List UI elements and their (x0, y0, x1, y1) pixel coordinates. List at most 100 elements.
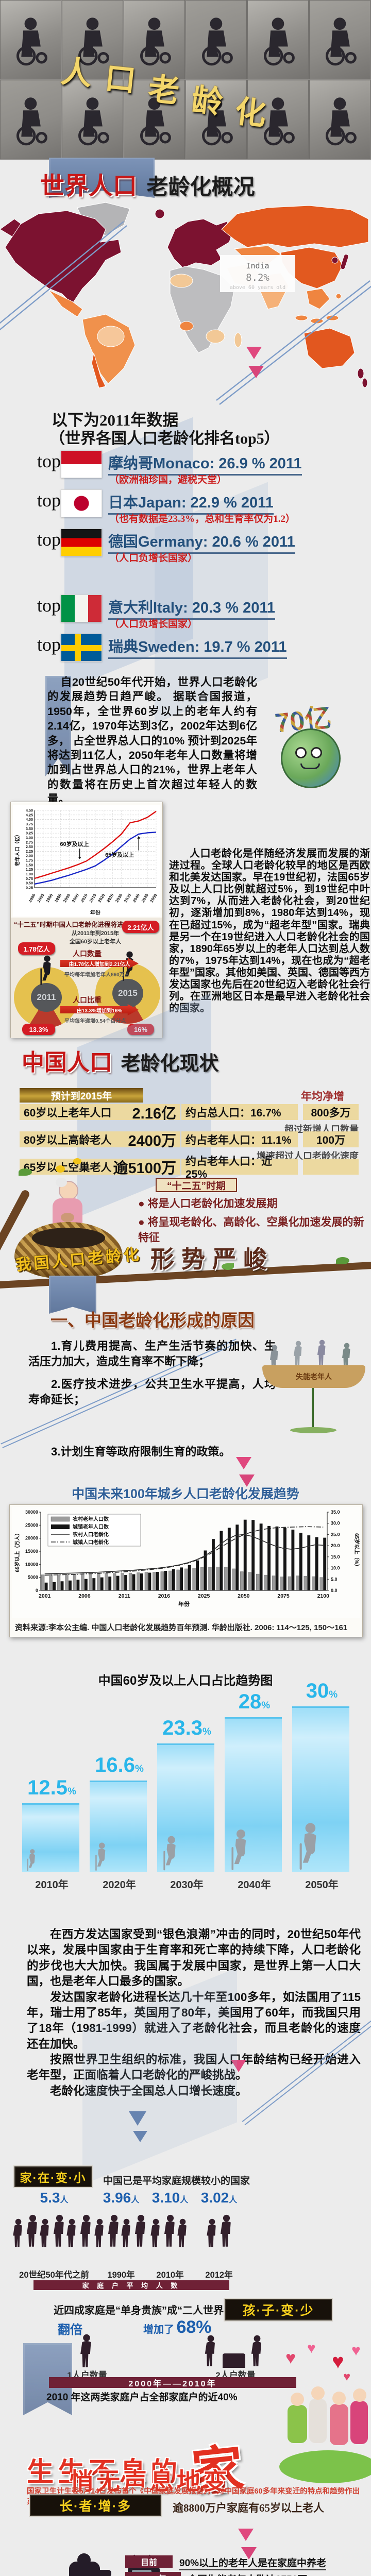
pct-2015: 16% (127, 1024, 154, 1035)
svg-text:65岁以上（万人）: 65岁以上（万人） (14, 1530, 21, 1572)
svg-text:城镇老年人口数: 城镇老年人口数 (73, 1523, 109, 1530)
elderly-photo (0, 80, 61, 159)
leaf-icon (19, 1168, 32, 1176)
svg-text:India: India (246, 261, 269, 270)
map-callout-india: India 8.2% above 60 years old (220, 255, 295, 292)
italy-flag-icon (61, 595, 102, 622)
disabled-elderly-boat-cartoon: 失能老年人 (260, 1335, 368, 1444)
svg-text:4.25: 4.25 (26, 812, 33, 817)
svg-text:2011: 2011 (119, 1593, 130, 1599)
svg-text:城镇人口老龄化: 城镇人口老龄化 (73, 1539, 109, 1546)
svg-text:3.50: 3.50 (26, 826, 33, 831)
share60-year-label: 2040年 (238, 1879, 271, 1891)
stat-row-share: 约占老年人口：近25% (181, 1156, 298, 1180)
share60-year-label: 2030年 (170, 1879, 204, 1891)
elders-text: 90%以上的老年人是在家庭中养老 (179, 2555, 327, 2570)
country-note: （也有数据是23.3%，总和生育率仅为1.2） (109, 514, 296, 524)
family-member-icon (38, 2218, 53, 2248)
svg-text:65岁以上（%）: 65岁以上（%） (353, 1533, 360, 1569)
svg-text:0.25: 0.25 (26, 886, 33, 890)
svg-text:年份: 年份 (90, 909, 101, 916)
svg-text:3.25: 3.25 (26, 831, 33, 836)
family-avg-bar: 家 庭 户 平 均 人 数 (33, 2280, 229, 2290)
svg-text:25.0: 25.0 (331, 1532, 340, 1537)
hero-photo-collage (0, 0, 371, 160)
germany-flag-icon (61, 529, 102, 556)
share60-year-label: 2010年 (35, 1879, 69, 1891)
share60-value-label: 28% (238, 1690, 271, 1714)
family-member-icon (148, 2218, 163, 2248)
svg-text:15.0: 15.0 (331, 1554, 340, 1560)
poster-title: “十二五”时期中国人口老龄化进程将进一步加快 (14, 921, 149, 928)
poster-row2-note: 平均每年递增0.54个百分点 (64, 1019, 126, 1024)
share60-value-label: 30% (306, 1680, 338, 1702)
svg-text:2006: 2006 (78, 1593, 91, 1599)
elderly-photo (247, 80, 309, 159)
svg-text:老年人口（亿）: 老年人口（亿） (14, 832, 21, 867)
world-title-black: 老龄化概况 (146, 176, 255, 199)
family-size-value: 5.3人 (40, 2190, 69, 2206)
dev-paragraph-2: 发达国家老龄化进程长达几十年至100多年，如法国用了115年，瑞士用了85年，英… (27, 1990, 361, 2050)
svg-text:0.75: 0.75 (26, 876, 33, 881)
children-period-bar: 2000年——2010年 (49, 2377, 296, 2388)
family-member-icon (205, 2218, 220, 2248)
stat-row-share: 约占总人口：16.7% (181, 1104, 298, 1120)
poster-subtitle: 从2011年到2015年 全国60岁以上老年人 (69, 930, 122, 945)
elderly-photo (124, 0, 185, 79)
sweden-flag-icon (61, 634, 102, 662)
poster-row1-arrow: 由1.78亿人增加到2.21亿人 (60, 958, 139, 969)
family-change-headline: 生生不息的 家 (27, 2439, 247, 2502)
svg-text:2001: 2001 (39, 1593, 51, 1599)
chart100-card: 0 5000 10000 15000 20000 25000 30000 0.0 5.0 10.0… (9, 1504, 363, 1637)
children-note: 2010 年这两类家庭户占全部家庭户的近40% (46, 2392, 238, 2403)
svg-text:20000: 20000 (25, 1536, 38, 1541)
bird-icon (56, 1165, 65, 1173)
elderly-icon (228, 1828, 252, 1872)
family-small-badge: 家·在·变·小 (14, 2166, 92, 2187)
donut-year-2011: 2011 (30, 982, 62, 1012)
stat-row-label: 80岁以上高龄老人 2400万 (20, 1131, 180, 1149)
share60-bar (225, 1717, 282, 1872)
world-paragraph: 自20世纪50年代开始，世界人口老龄化的发展趋势日趋严峻。 据联合国报道，195… (47, 676, 257, 805)
share60-value-label: 12.5% (27, 1776, 76, 1799)
svg-text:30000: 30000 (25, 1510, 38, 1515)
stat-row-label: 60岁以上老年人口 2.16亿 (20, 1104, 180, 1122)
share60-year-label: 2050年 (305, 1879, 339, 1891)
svg-text:5000: 5000 (28, 1575, 38, 1580)
table-header-badge: 预计到2015年 (20, 1088, 143, 1103)
share60-year-label: 2020年 (103, 1879, 136, 1891)
country-stat: 瑞典Sweden: 19.7 % 2011 (108, 635, 287, 659)
elderly-photo (124, 80, 185, 159)
svg-text:5.0: 5.0 (331, 1577, 338, 1582)
szw-bullet: ● 将是人口老龄化加速发展期 ● 将呈现老龄化、高龄化、空巢化加速发展的新特征 (138, 1198, 364, 1244)
elderly-photo (185, 80, 247, 159)
top5-row: top5 瑞典Sweden: 19.7 % 2011 (0, 631, 371, 668)
country-stat: 德国Germany: 20.6 % 2011 (108, 530, 295, 554)
family-member-icon (132, 2214, 149, 2248)
family-size-value: 3.10人 (151, 2190, 189, 2206)
family-member-icon (218, 2214, 235, 2248)
svg-text:above 60 years old: above 60 years old (230, 285, 285, 291)
family-size-value: 3.96人 (103, 2190, 140, 2206)
children-badge: 孩·子·变·少 (225, 2299, 332, 2320)
share60-bar-chart: 12.5% 2010年 16.6% 2020年 23.3% 2030年 28% 2040年 30… (18, 1680, 356, 1897)
dev-paragraph-4: 老龄化速度快于全国总人口增长速度。 (50, 2084, 247, 2097)
elderly-photo (185, 0, 247, 79)
poster-row1-label: 人口数量 (73, 950, 102, 958)
stat-row-net (303, 1159, 359, 1175)
family-member-icon (11, 2218, 26, 2248)
poster-row1-note: 平均每年增加老年人860万人 (64, 972, 130, 978)
svg-text:30.0: 30.0 (331, 1521, 340, 1526)
stat-doubled: 翻倍 (58, 2323, 82, 2337)
svg-text:3.00: 3.00 (26, 835, 33, 840)
svg-text:4.50: 4.50 (26, 808, 33, 813)
elders-tag: 目前 (125, 2555, 173, 2568)
svg-text:15000: 15000 (25, 1549, 38, 1554)
reason-item-2: 2.医疗技术进步，公共卫生水平提高，人均寿命延长； (28, 1378, 276, 1406)
elders-badge: 长·者·增·多 (30, 2495, 161, 2516)
svg-text:60岁及以上: 60岁及以上 (60, 840, 89, 848)
svg-text:年份: 年份 (178, 1600, 190, 1607)
leaf-icon (222, 1263, 234, 1270)
chart100-title: 中国未来100年城乡人口老龄化发展趋势 (72, 1487, 299, 1501)
